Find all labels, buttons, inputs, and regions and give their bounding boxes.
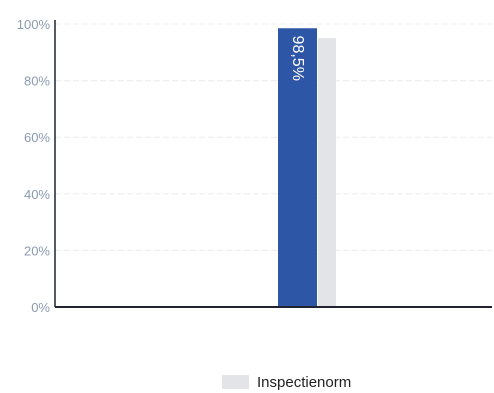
y-tick-label: 80% bbox=[24, 74, 50, 89]
y-tick-label: 100% bbox=[17, 17, 51, 32]
y-tick-label: 60% bbox=[24, 130, 50, 145]
data-labels: 98,5% bbox=[289, 36, 306, 81]
axes bbox=[54, 20, 492, 308]
legend-label-inspectienorm: Inspectienorm bbox=[257, 374, 351, 391]
y-tick-label: 20% bbox=[24, 243, 50, 258]
y-axis-tick-labels: 0% 20% 40% 60% 80% 100% bbox=[17, 17, 51, 315]
y-tick-label: 0% bbox=[31, 300, 50, 315]
gridlines bbox=[55, 23, 492, 251]
legend-swatch-inspectienorm bbox=[222, 375, 249, 389]
bar-data-label: 98,5% bbox=[289, 36, 306, 81]
bar-inspectienorm bbox=[318, 38, 336, 308]
bar-value bbox=[278, 28, 317, 308]
bars bbox=[278, 28, 336, 308]
y-tick-label: 40% bbox=[24, 187, 50, 202]
legend: Inspectienorm bbox=[222, 374, 351, 391]
